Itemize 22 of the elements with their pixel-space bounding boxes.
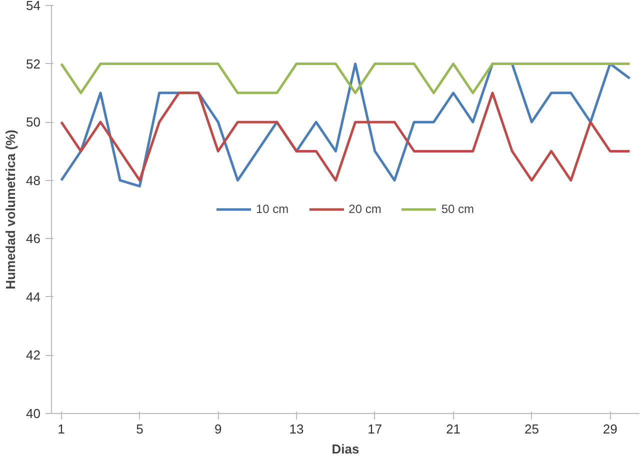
y-tick-label: 46 xyxy=(26,231,41,246)
legend-label: 50 cm xyxy=(441,202,474,216)
y-tick-label: 44 xyxy=(26,289,41,304)
y-tick-label: 42 xyxy=(26,348,41,363)
legend-label: 20 cm xyxy=(348,202,382,216)
x-axis-title: Dias xyxy=(332,442,360,456)
x-tick-label: 5 xyxy=(136,422,144,436)
y-tick-label: 48 xyxy=(26,172,41,188)
x-tick-label: 25 xyxy=(524,422,539,436)
x-tick-label: 29 xyxy=(602,422,618,436)
x-tick-label: 13 xyxy=(289,422,304,436)
y-axis-title: Humedad volumetrica (%) xyxy=(3,130,18,290)
y-tick-label: 52 xyxy=(26,56,41,72)
x-tick-label: 9 xyxy=(214,422,222,436)
x-tick-label: 17 xyxy=(368,422,382,436)
line-series xyxy=(60,92,631,182)
y-tick-label: 40 xyxy=(26,406,41,421)
legend-label: 10 cm xyxy=(256,202,289,216)
x-tick-label: 1 xyxy=(58,422,65,436)
x-tick-label: 21 xyxy=(446,422,461,436)
y-tick-label: 50 xyxy=(26,114,41,130)
y-tick-label: 54 xyxy=(26,0,41,13)
